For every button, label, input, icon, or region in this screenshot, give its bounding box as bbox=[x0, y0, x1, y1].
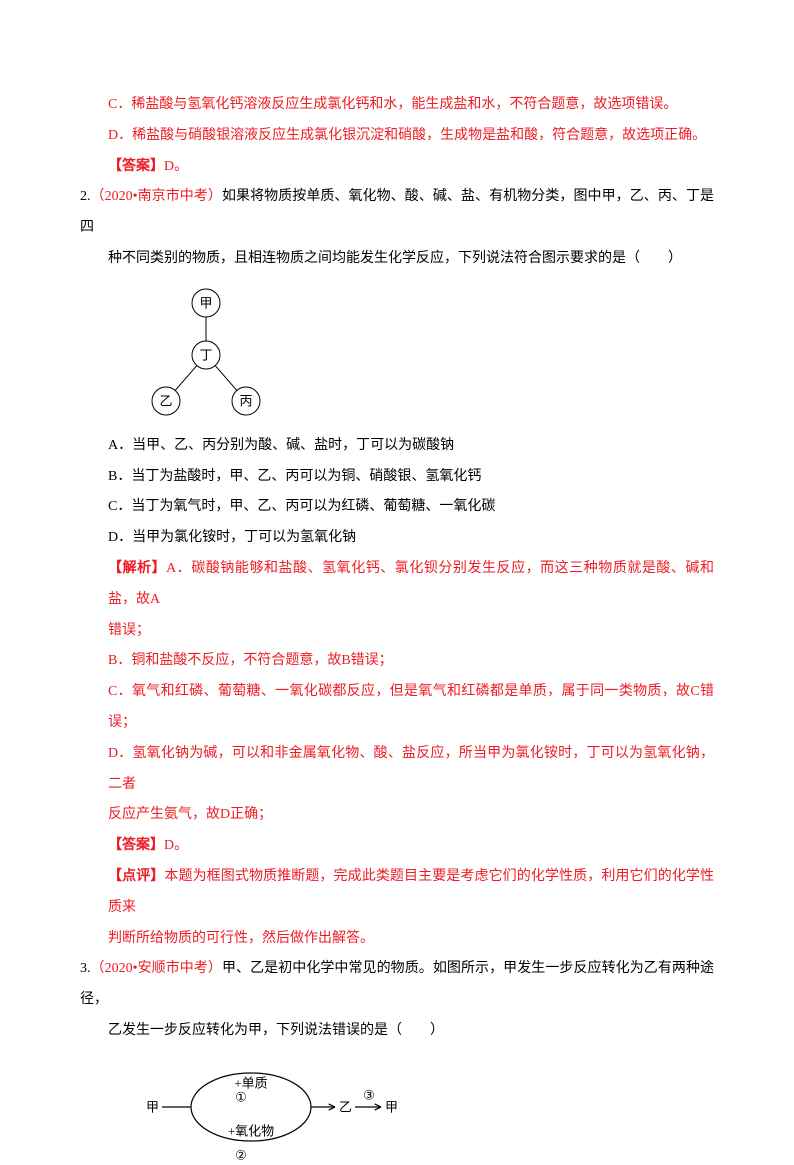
q2-explain-d2: 反应产生氨气，故D正确； bbox=[80, 800, 714, 831]
q2-option-c: C．当丁为氧气时，甲、乙、丙可以为红磷、葡萄糖、一氧化碳 bbox=[80, 492, 714, 523]
q2-diagram: 甲丁乙 丙 bbox=[136, 283, 714, 423]
q3-stem-line1: 3.（2020•安顺市中考）甲、乙是初中化学中常见的物质。如图所示，甲发生一步反… bbox=[80, 954, 714, 1016]
q1-answer: 【答案】D。 bbox=[80, 152, 714, 183]
answer-value: D。 bbox=[164, 838, 188, 853]
q2-explain-a1: 【解析】A．碳酸钠能够和盐酸、氢氧化钙、氯化钡分别发生反应，而这三种物质就是酸、… bbox=[80, 554, 714, 616]
question-source: （2020•安顺市中考） bbox=[91, 961, 222, 976]
question-number: 2. bbox=[80, 189, 91, 204]
svg-text:乙: 乙 bbox=[159, 393, 172, 408]
svg-text:甲: 甲 bbox=[385, 1099, 398, 1114]
svg-text:甲: 甲 bbox=[199, 295, 212, 310]
svg-text:甲: 甲 bbox=[146, 1099, 159, 1114]
q2-explain-b: B．铜和盐酸不反应，不符合题意，故B错误； bbox=[80, 646, 714, 677]
svg-text:①: ① bbox=[235, 1089, 247, 1104]
svg-text:+氧化物: +氧化物 bbox=[228, 1123, 274, 1138]
q2-explain-c: C．氧气和红磷、葡萄糖、一氧化碳都反应，但是氧气和红磷都是单质，属于同一类物质，… bbox=[80, 677, 714, 739]
answer-label: 【答案】 bbox=[108, 159, 164, 174]
q2-review-2: 判断所给物质的可行性，然后做作出解答。 bbox=[80, 924, 714, 955]
review-label: 【点评】 bbox=[108, 869, 164, 884]
q2-explain-d1: D．氢氧化钠为碱，可以和非金属氧化物、酸、盐反应，所当甲为氯化铵时，丁可以为氢氧… bbox=[80, 739, 714, 801]
svg-text:③: ③ bbox=[363, 1087, 375, 1102]
q1-option-c: C．稀盐酸与氢氧化钙溶液反应生成氯化钙和水，能生成盐和水，不符合题意，故选项错误… bbox=[80, 90, 714, 121]
explain-text: A．碳酸钠能够和盐酸、氢氧化钙、氯化钡分别发生反应，而这三种物质就是酸、碱和盐，… bbox=[108, 561, 714, 607]
q2-option-a: A．当甲、乙、丙分别为酸、碱、盐时，丁可以为碳酸钠 bbox=[80, 431, 714, 462]
page: C．稀盐酸与氢氧化钙溶液反应生成氯化钙和水，能生成盐和水，不符合题意，故选项错误… bbox=[0, 0, 794, 1123]
question-source: （2020•南京市中考） bbox=[91, 189, 222, 204]
q3-diagram: 甲+单质①+氧化物②乙③甲 bbox=[136, 1055, 714, 1165]
q2-option-d: D．当甲为氯化铵时，丁可以为氢氧化钠 bbox=[80, 523, 714, 554]
q2-stem-line2: 种不同类别的物质，且相连物质之间均能发生化学反应，下列说法符合图示要求的是（ ） bbox=[80, 244, 714, 275]
explain-label: 【解析】 bbox=[108, 561, 166, 576]
q2-explain-a2: 错误； bbox=[80, 616, 714, 647]
network-diagram: 甲丁乙 丙 bbox=[136, 283, 286, 423]
q1-option-d: D．稀盐酸与硝酸银溶液反应生成氯化银沉淀和硝酸，生成物是盐和酸，符合题意，故选项… bbox=[80, 121, 714, 152]
q2-option-b: B．当丁为盐酸时，甲、乙、丙可以为铜、硝酸银、氢氧化钙 bbox=[80, 462, 714, 493]
q3-stem-line2: 乙发生一步反应转化为甲，下列说法错误的是（ ） bbox=[80, 1016, 714, 1047]
q2-review-1: 【点评】本题为框图式物质推断题，完成此类题目主要是考虑它们的化学性质，利用它们的… bbox=[80, 862, 714, 924]
q2-answer: 【答案】D。 bbox=[80, 831, 714, 862]
q2-stem-line1: 2.（2020•南京市中考）如果将物质按单质、氧化物、酸、碱、盐、有机物分类，图… bbox=[80, 182, 714, 244]
svg-text:②: ② bbox=[235, 1147, 247, 1162]
svg-text:丙: 丙 bbox=[239, 393, 252, 408]
review-text: 本题为框图式物质推断题，完成此类题目主要是考虑它们的化学性质，利用它们的化学性质… bbox=[108, 869, 714, 915]
answer-label: 【答案】 bbox=[108, 838, 164, 853]
answer-value: D。 bbox=[164, 159, 188, 174]
question-number: 3. bbox=[80, 961, 91, 976]
flowchart-diagram: 甲+单质①+氧化物②乙③甲 bbox=[136, 1055, 426, 1165]
svg-text:丁: 丁 bbox=[199, 347, 212, 362]
svg-text:乙: 乙 bbox=[339, 1099, 352, 1114]
svg-text:+单质: +单质 bbox=[234, 1075, 267, 1090]
